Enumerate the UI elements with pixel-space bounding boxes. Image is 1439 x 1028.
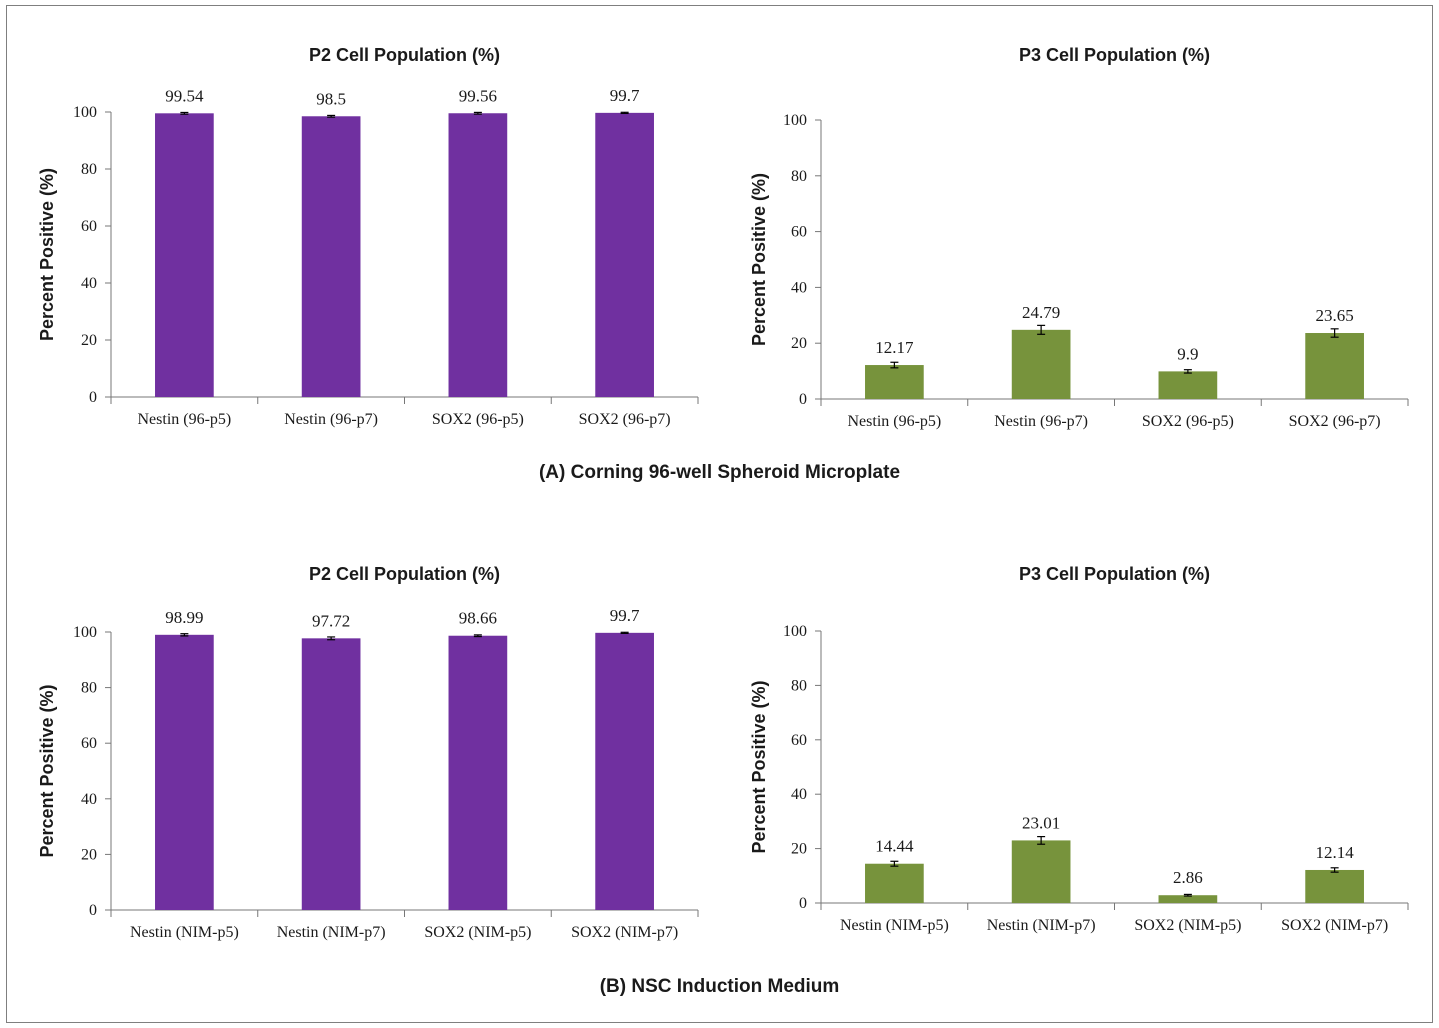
y-tick-label: 60 <box>791 732 807 749</box>
data-label: 14.44 <box>875 837 914 856</box>
x-tick-label: SOX2 (96-p5) <box>432 411 524 428</box>
y-tick-label: 100 <box>73 624 97 641</box>
bar <box>1305 869 1364 903</box>
y-tick-label: 80 <box>791 168 807 185</box>
bar <box>301 638 361 910</box>
x-tick-label: SOX2 (NIM-p5) <box>1134 917 1241 934</box>
x-tick-label: Nestin (NIM-p5) <box>130 924 239 941</box>
data-label: 98.66 <box>459 609 497 628</box>
y-tick-label: 40 <box>791 786 807 803</box>
chart-title: P2 Cell Population (%) <box>309 564 500 584</box>
data-label: 97.72 <box>312 611 350 630</box>
bar <box>1158 371 1218 399</box>
y-axis-label: Percent Positive (%) <box>37 684 57 857</box>
y-tick-label: 20 <box>791 335 807 352</box>
y-tick-label: 40 <box>81 275 97 292</box>
figure-frame <box>6 5 1433 1023</box>
bar <box>1011 840 1071 903</box>
panel-a-caption: (A) Corning 96-well Spheroid Microplate <box>538 462 901 483</box>
x-tick-label: Nestin (96-p7) <box>994 413 1088 430</box>
bar <box>595 632 654 910</box>
y-tick-label: 100 <box>73 104 97 121</box>
y-tick-label: 20 <box>81 332 97 349</box>
data-label: 24.79 <box>1022 303 1060 322</box>
x-tick-label: Nestin (96-p5) <box>137 411 231 428</box>
y-axis-label: Percent Positive (%) <box>37 168 57 341</box>
y-tick-label: 60 <box>81 218 97 235</box>
y-axis-label: Percent Positive (%) <box>749 173 769 346</box>
x-tick-label: SOX2 (NIM-p5) <box>424 924 531 941</box>
chart-3: P2 Cell Population (%) Percent Positive (… <box>37 564 699 941</box>
data-label: 9.9 <box>1177 344 1198 363</box>
x-tick-label: SOX2 (96-p7) <box>579 411 671 428</box>
bar <box>155 113 214 397</box>
data-label: 2.86 <box>1173 868 1203 887</box>
bar <box>1011 329 1071 399</box>
data-label: 23.01 <box>1022 813 1060 832</box>
y-tick-label: 0 <box>89 902 97 919</box>
data-label: 99.56 <box>459 86 497 105</box>
bar <box>448 635 508 910</box>
y-tick-label: 60 <box>791 224 807 241</box>
y-tick-label: 60 <box>81 735 97 752</box>
panel-b-caption: (B) NSC Induction Medium <box>599 976 840 997</box>
chart-title: P3 Cell Population (%) <box>1019 564 1210 584</box>
bar <box>1158 895 1218 903</box>
chart-1: P2 Cell Population (%) Percent Positive (… <box>37 45 699 428</box>
y-tick-label: 20 <box>791 841 807 858</box>
y-tick-label: 0 <box>89 389 97 406</box>
y-axis-label: Percent Positive (%) <box>749 680 769 853</box>
bar <box>865 365 924 399</box>
y-tick-label: 80 <box>81 680 97 697</box>
x-tick-label: SOX2 (NIM-p7) <box>571 924 678 941</box>
chart-4: P3 Cell Population (%) Percent Positive (… <box>749 564 1409 934</box>
bar <box>865 863 924 903</box>
y-tick-label: 20 <box>81 846 97 863</box>
bar <box>301 116 361 398</box>
x-tick-label: SOX2 (96-p5) <box>1142 413 1234 430</box>
bar <box>1305 333 1364 399</box>
x-tick-label: Nestin (96-p7) <box>284 411 378 428</box>
bar <box>595 112 654 397</box>
x-tick-label: Nestin (96-p5) <box>847 413 941 430</box>
x-tick-label: Nestin (NIM-p7) <box>277 924 386 941</box>
x-tick-label: Nestin (NIM-p7) <box>987 917 1096 934</box>
x-tick-label: SOX2 (NIM-p7) <box>1281 917 1388 934</box>
chart-title: P2 Cell Population (%) <box>309 45 500 65</box>
y-tick-label: 100 <box>783 112 807 129</box>
chart-2: P3 Cell Population (%) Percent Positive (… <box>749 45 1409 430</box>
x-tick-label: SOX2 (96-p7) <box>1289 413 1381 430</box>
data-label: 99.7 <box>610 86 640 105</box>
y-tick-label: 100 <box>783 623 807 640</box>
data-label: 99.54 <box>165 86 204 105</box>
data-label: 99.7 <box>610 606 640 625</box>
y-tick-label: 40 <box>81 791 97 808</box>
data-label: 98.99 <box>165 608 203 627</box>
y-tick-label: 80 <box>791 677 807 694</box>
data-label: 98.5 <box>316 89 346 108</box>
bar <box>448 113 508 397</box>
data-label: 23.65 <box>1316 306 1354 325</box>
data-label: 12.17 <box>875 338 914 357</box>
x-tick-label: Nestin (NIM-p5) <box>840 917 949 934</box>
y-tick-label: 40 <box>791 279 807 296</box>
y-tick-label: 80 <box>81 161 97 178</box>
chart-title: P3 Cell Population (%) <box>1019 45 1210 65</box>
y-tick-label: 0 <box>799 895 807 912</box>
y-tick-label: 0 <box>799 391 807 408</box>
bar <box>155 634 214 910</box>
data-label: 12.14 <box>1316 843 1355 862</box>
